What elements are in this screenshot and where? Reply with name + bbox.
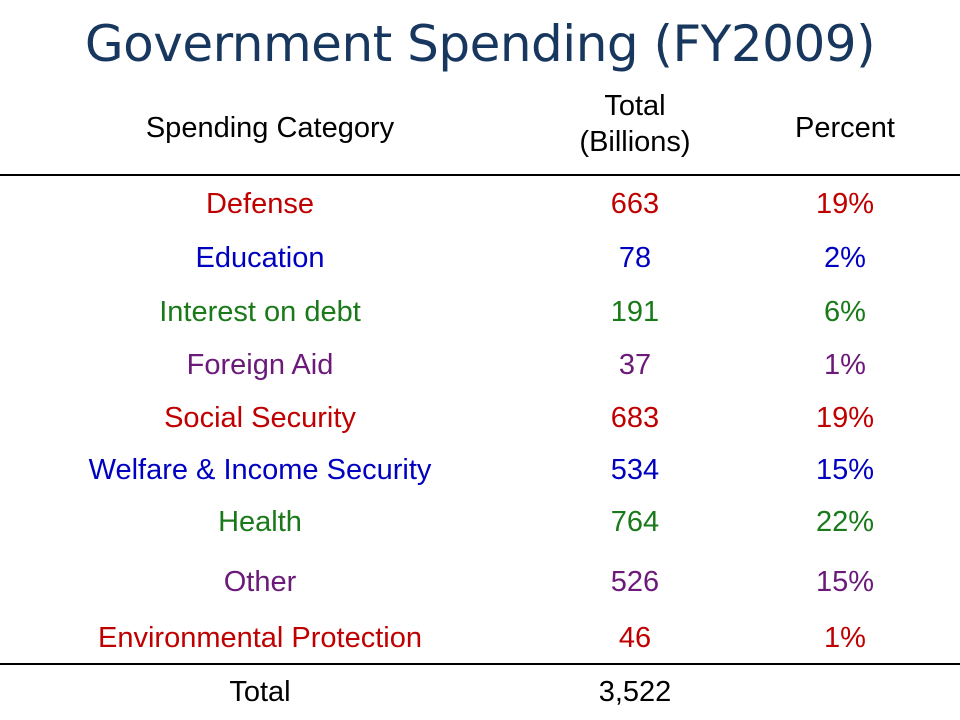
total-row: Total 3,522 [0,668,960,716]
row-percent: 19% [815,188,875,220]
row-percent: 15% [815,454,875,486]
row-total: 37 [618,349,652,381]
row-category: Interest on debt [159,296,361,328]
table-row: Health 764 22% [0,497,960,547]
row-percent: 15% [815,566,875,598]
row-percent: 19% [815,402,875,434]
table-row: Interest on debt 191 6% [0,287,960,337]
row-total: 78 [618,242,652,274]
total-value: 3,522 [598,676,672,708]
row-category: Welfare & Income Security [88,454,432,486]
row-total: 663 [610,188,660,220]
header-spending-category: Spending Category [145,112,395,144]
row-category: Social Security [164,402,356,434]
row-category: Foreign Aid [186,349,334,381]
total-divider [0,663,960,665]
page-title: Government Spending (FY2009) [84,15,876,73]
total-label: Total [229,676,291,708]
row-percent: 2% [824,242,866,274]
row-total: 534 [610,454,660,486]
table-row: Welfare & Income Security 534 15% [0,445,960,495]
table-row: Education 78 2% [0,233,960,283]
row-percent: 1% [824,622,866,654]
table-row: Environmental Protection 46 1% [0,613,960,663]
row-percent: 6% [824,296,866,328]
table-row: Foreign Aid 37 1% [0,340,960,390]
row-total: 526 [610,566,660,598]
header-total-line2: (Billions) [579,126,691,158]
table-row: Other 526 15% [0,557,960,607]
header-total-line1: Total [604,90,666,122]
table-row: Defense 663 19% [0,179,960,229]
row-total: 191 [610,296,660,328]
row-percent: 1% [824,349,866,381]
header-total-billions: Total (Billions) [540,88,730,160]
row-total: 46 [618,622,652,654]
table-row: Social Security 683 19% [0,393,960,443]
header-divider [0,174,960,176]
row-category: Health [218,506,302,538]
row-percent: 22% [815,506,875,538]
row-total: 764 [610,506,660,538]
row-category: Education [195,242,325,274]
row-category: Defense [205,188,314,220]
row-category: Environmental Protection [98,622,422,654]
row-total: 683 [610,402,660,434]
row-category: Other [223,566,297,598]
header-percent: Percent [795,112,895,144]
